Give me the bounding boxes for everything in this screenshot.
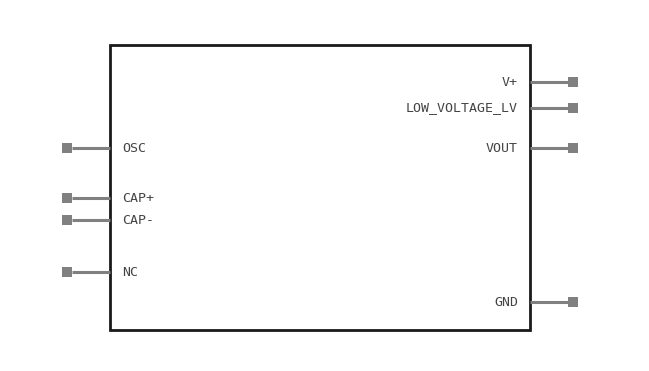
Bar — [568, 143, 578, 153]
Bar — [62, 143, 72, 153]
Text: OSC: OSC — [122, 141, 146, 154]
Text: CAP-: CAP- — [122, 213, 154, 227]
Bar — [568, 103, 578, 113]
Bar — [62, 267, 72, 277]
Text: VOUT: VOUT — [486, 141, 518, 154]
Bar — [62, 215, 72, 225]
Text: LOW_VOLTAGE_LV: LOW_VOLTAGE_LV — [406, 102, 518, 115]
Bar — [62, 193, 72, 203]
Bar — [568, 297, 578, 307]
Text: NC: NC — [122, 266, 138, 279]
Bar — [110, 45, 530, 330]
Bar — [568, 77, 578, 87]
Text: V+: V+ — [502, 76, 518, 89]
Text: GND: GND — [494, 295, 518, 309]
Text: CAP+: CAP+ — [122, 191, 154, 204]
